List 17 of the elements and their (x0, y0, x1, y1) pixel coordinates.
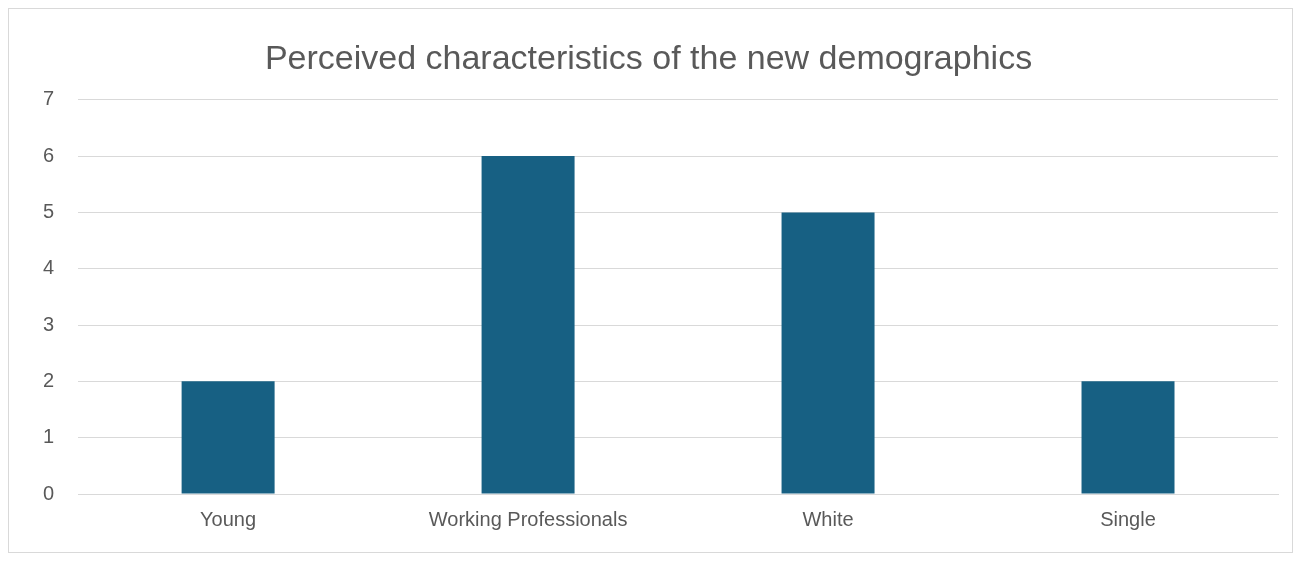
x-tick-label: Single (1100, 507, 1156, 530)
x-tick-label: White (802, 507, 854, 530)
y-tick-label: 6 (43, 143, 55, 166)
chart-title: Perceived characteristics of the new demographics (264, 37, 1033, 76)
y-tick-label: 0 (43, 481, 55, 504)
y-tick-label: 2 (43, 368, 55, 391)
x-tick-label: Young (200, 507, 257, 530)
bar (181, 381, 275, 494)
x-tick-label: Working Professionals (428, 507, 628, 530)
y-tick-label: 7 (43, 87, 55, 110)
bar (481, 156, 575, 494)
y-tick-label: 5 (43, 199, 55, 222)
bar (781, 212, 875, 494)
y-tick-label: 4 (43, 256, 55, 279)
y-tick-label: 1 (43, 425, 55, 448)
bar (1081, 381, 1175, 494)
y-tick-label: 3 (43, 312, 55, 335)
